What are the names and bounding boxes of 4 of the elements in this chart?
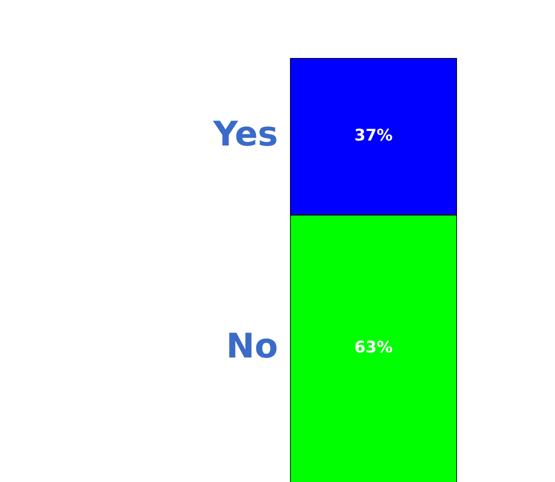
data-label: 63%: [354, 338, 393, 357]
data-label: 37%: [354, 126, 393, 145]
series-label: Yes: [212, 114, 278, 154]
series-label: No: [226, 326, 278, 366]
